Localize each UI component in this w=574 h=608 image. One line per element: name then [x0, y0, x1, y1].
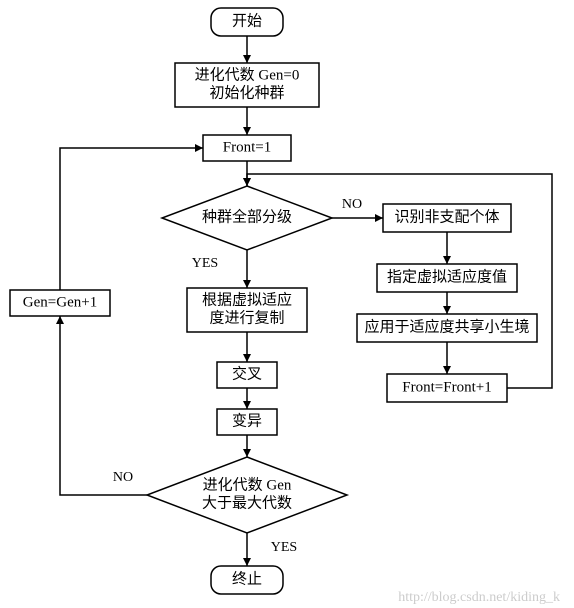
- node-text: 进化代数 Gen=0: [195, 66, 300, 83]
- node-text: 开始: [232, 12, 262, 29]
- node-text: Front=1: [223, 139, 271, 155]
- node-niche: 应用于适应度共享小生境: [357, 314, 537, 342]
- node-text: 应用于适应度共享小生境: [364, 317, 529, 335]
- edge-label: NO: [342, 197, 362, 212]
- node-frontpp: Front=Front+1: [387, 374, 507, 402]
- node-text: 根据虚拟适应: [202, 290, 292, 308]
- node-text: Gen=Gen+1: [23, 294, 97, 310]
- node-text: Front=Front+1: [402, 379, 491, 395]
- node-text: 终止: [232, 570, 262, 587]
- node-genpp: Gen=Gen+1: [10, 290, 110, 316]
- node-gencheck: 进化代数 Gen大于最大代数: [147, 457, 347, 533]
- edge-label: NO: [113, 470, 133, 485]
- node-text: 指定虚拟适应度值: [387, 267, 507, 285]
- node-text: 初始化种群: [209, 84, 284, 101]
- node-front1: Front=1: [203, 135, 291, 161]
- node-identify: 识别非支配个体: [383, 204, 511, 232]
- node-text: 种群全部分级: [202, 207, 292, 225]
- node-init: 进化代数 Gen=0初始化种群: [175, 63, 319, 107]
- node-text: 度进行复制: [209, 308, 284, 326]
- node-end: 终止: [211, 566, 283, 594]
- node-text: 进化代数 Gen: [203, 476, 292, 493]
- node-cross: 交叉: [217, 362, 277, 388]
- node-text: 变异: [232, 412, 262, 429]
- node-text: 交叉: [232, 364, 262, 382]
- edge-gencheck-genpp: [60, 316, 147, 495]
- node-mutate: 变异: [217, 409, 277, 435]
- node-classify: 种群全部分级: [162, 186, 332, 250]
- node-start: 开始: [211, 8, 283, 36]
- node-assign: 指定虚拟适应度值: [377, 264, 517, 292]
- node-copy: 根据虚拟适应度进行复制: [187, 288, 307, 332]
- watermark: http://blog.csdn.net/kiding_k: [398, 590, 560, 605]
- edge-label: YES: [192, 256, 218, 271]
- node-text: 大于最大代数: [202, 494, 292, 511]
- node-text: 识别非支配个体: [394, 208, 499, 225]
- edge-label: YES: [271, 540, 297, 555]
